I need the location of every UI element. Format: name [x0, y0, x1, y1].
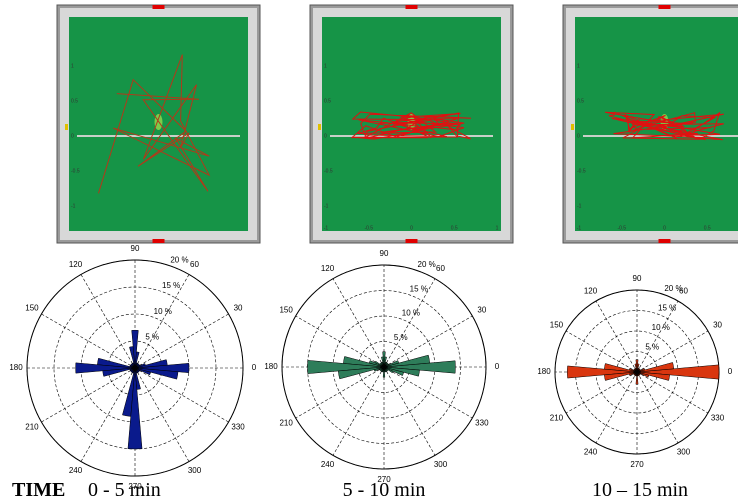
door	[659, 239, 671, 243]
ring-label: 20 %	[418, 260, 436, 269]
ring-label: 5 %	[645, 343, 659, 352]
panel-caption: 0 - 5 min	[88, 479, 161, 501]
door	[406, 5, 418, 9]
arena-tick-label: 0.5	[324, 98, 331, 104]
arena-tick-label: -1	[577, 225, 582, 231]
rose-wedge	[637, 365, 719, 379]
side-marker	[318, 124, 321, 130]
angle-label: 150	[550, 321, 564, 330]
door	[153, 239, 165, 243]
angle-label: 0	[495, 362, 500, 371]
arena-tick-label: 0	[577, 133, 580, 139]
angle-label: 30	[477, 306, 486, 315]
arena-tick-label: 0.5	[451, 225, 458, 231]
spoke-grid	[333, 367, 384, 455]
angle-label: 180	[9, 363, 23, 372]
arena-tick-label: -0.5	[71, 168, 80, 174]
spoke-grid	[596, 372, 637, 443]
spoke-grid	[333, 279, 384, 367]
arena-tick-label: -0.5	[577, 168, 586, 174]
ring-label: 5 %	[145, 332, 159, 341]
time-label: TIME	[12, 479, 65, 501]
angle-label: 300	[434, 460, 448, 469]
spoke-grid	[637, 372, 708, 413]
ring-label: 20 %	[170, 255, 188, 264]
angle-label: 330	[231, 423, 245, 432]
spoke-grid	[637, 372, 678, 443]
spoke-grid	[135, 368, 229, 422]
angle-label: 0	[728, 367, 733, 376]
ring-label: 5 %	[394, 333, 408, 342]
angle-label: 210	[279, 419, 293, 428]
rose-wedge	[567, 366, 637, 378]
spoke-grid	[596, 301, 637, 372]
ring-label: 15 %	[410, 284, 428, 293]
door	[153, 5, 165, 9]
arena-tick-label: 0	[663, 225, 666, 231]
ring-label: 15 %	[658, 304, 676, 313]
angle-label: 180	[264, 362, 278, 371]
angle-label: 90	[380, 249, 389, 258]
angle-label: 150	[25, 304, 39, 313]
angle-label: 150	[279, 306, 293, 315]
spoke-grid	[566, 372, 637, 413]
side-marker	[65, 124, 68, 130]
ring-label: 15 %	[162, 281, 180, 290]
arena-tick-label: 0	[324, 133, 327, 139]
angle-label: 30	[234, 304, 243, 313]
arena-tick-label: -0.5	[617, 225, 626, 231]
angle-label: 0	[252, 363, 257, 372]
arena-tick-label: 1	[577, 63, 580, 69]
door	[659, 5, 671, 9]
arena-tick-label: -0.5	[364, 225, 373, 231]
angle-label: 210	[25, 423, 39, 432]
angle-label: 210	[550, 414, 564, 423]
spoke-grid	[566, 331, 637, 372]
angle-label: 270	[630, 460, 644, 469]
arena-tick-label: 1	[324, 63, 327, 69]
angle-label: 30	[713, 321, 722, 330]
angle-label: 240	[584, 448, 598, 457]
angle-label: 120	[69, 260, 83, 269]
page: TIME 0 - 5 min 5 - 10 min 10 – 15 min 10…	[0, 0, 738, 502]
arena-tick-label: -0.5	[324, 168, 333, 174]
ring-label: 10 %	[154, 307, 172, 316]
spoke-grid	[384, 367, 435, 455]
figure: TIME 0 - 5 min 5 - 10 min 10 – 15 min 10…	[0, 0, 738, 502]
arena-tick-label: 0.5	[577, 98, 584, 104]
angle-label: 240	[69, 466, 83, 475]
arena-tick-label: 1	[496, 225, 499, 231]
angle-label: 90	[633, 274, 642, 283]
angle-label: 120	[584, 287, 598, 296]
angle-label: 330	[711, 414, 725, 423]
side-marker	[571, 124, 574, 130]
spoke-grid	[296, 316, 384, 367]
angle-label: 270	[377, 475, 391, 484]
angle-label: 90	[131, 244, 140, 253]
arena-tick-label: 0	[71, 133, 74, 139]
angle-label: 300	[188, 466, 202, 475]
angle-label: 180	[537, 367, 551, 376]
angle-label: 240	[321, 460, 335, 469]
angle-label: 60	[679, 287, 688, 296]
arena-tick-label: -1	[324, 203, 329, 209]
panel-caption: 10 – 15 min	[592, 479, 688, 501]
door	[406, 239, 418, 243]
arena-tick-label: 0	[410, 225, 413, 231]
angle-label: 270	[128, 482, 142, 491]
angle-label: 60	[190, 260, 199, 269]
arena-tick-label: 1	[71, 63, 74, 69]
arena-tick-label: -1	[324, 225, 329, 231]
arena-tick-label: -1	[577, 203, 582, 209]
angle-label: 300	[677, 448, 691, 457]
angle-label: 330	[475, 419, 489, 428]
arena-tick-label: -1	[71, 203, 76, 209]
arena-tick-label: 0.5	[71, 98, 78, 104]
spoke-grid	[384, 367, 472, 418]
angle-label: 60	[436, 264, 445, 273]
angle-label: 120	[321, 264, 335, 273]
arena-tick-label: 0.5	[704, 225, 711, 231]
